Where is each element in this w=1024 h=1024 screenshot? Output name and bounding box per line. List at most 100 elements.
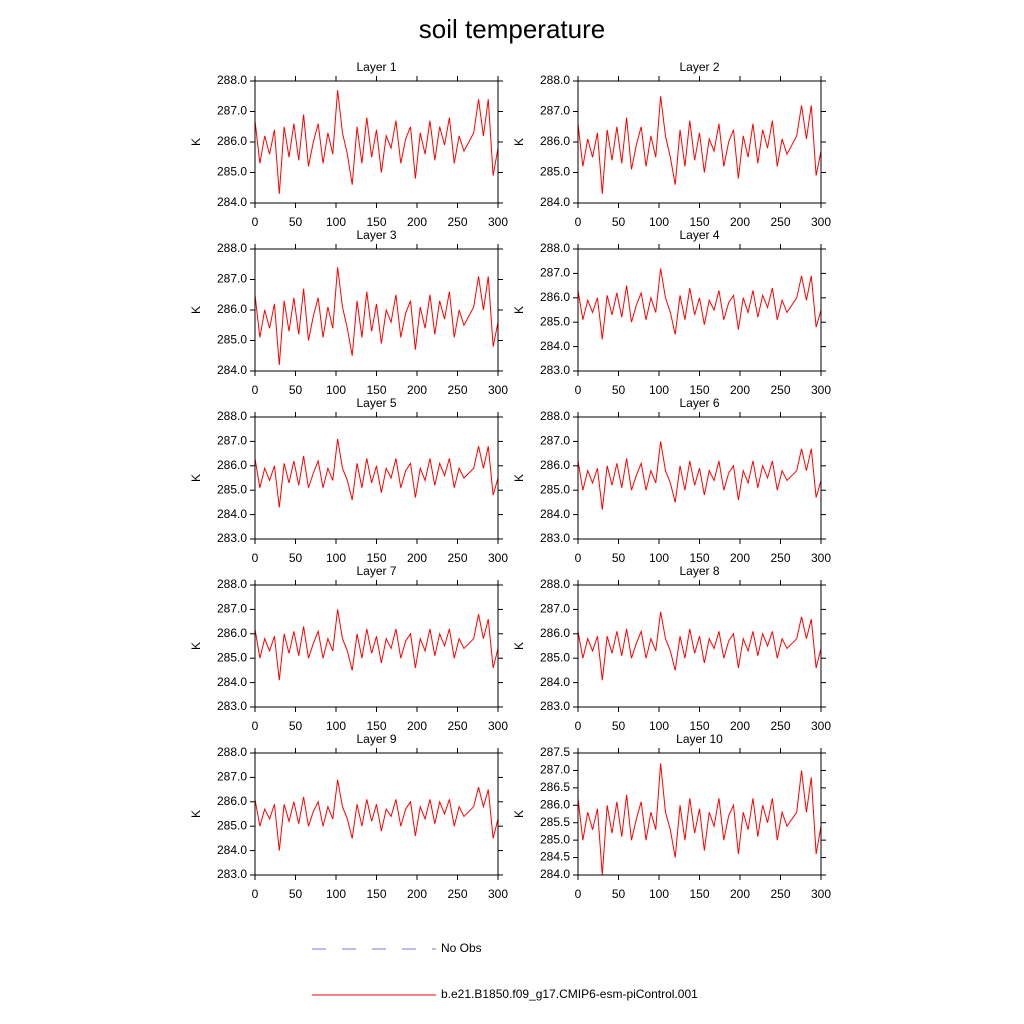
x-tick-label: 150 [366, 887, 386, 901]
plot-area [255, 779, 498, 851]
panel-title: Layer 7 [356, 564, 396, 578]
panel-title: Layer 10 [676, 732, 723, 746]
panel: Layer 7 K 283.0 284.0 285.0 286.0 287.0 288.0 0 5… [189, 564, 508, 733]
y-tick-label: 285.0 [217, 333, 247, 347]
y-tick-label: 286.0 [217, 626, 247, 640]
y-tick-label: 285.0 [540, 165, 570, 179]
legend-label: No Obs [441, 941, 482, 955]
x-tick-label: 300 [488, 551, 508, 565]
y-tick-label: 287.0 [217, 272, 247, 286]
x-tick-label: 100 [326, 215, 346, 229]
x-tick-label: 50 [289, 551, 303, 565]
x-tick-label: 50 [612, 719, 626, 733]
plot-frame [254, 584, 499, 708]
y-tick-label: 288.0 [217, 577, 247, 591]
x-tick-label: 150 [366, 719, 386, 733]
y-tick-label: 284.0 [540, 339, 570, 353]
x-tick-label: 150 [689, 887, 709, 901]
y-axis-label: K [189, 474, 203, 482]
x-tick-label: 50 [289, 383, 303, 397]
x-tick-label: 250 [770, 719, 790, 733]
x-tick-label: 50 [289, 719, 303, 733]
plot-frame [254, 416, 499, 540]
plot-frame [577, 80, 822, 204]
y-tick-label: 285.0 [540, 650, 570, 664]
y-tick-label: 287.0 [540, 602, 570, 616]
x-tick-label: 0 [575, 215, 582, 229]
data-line [578, 268, 821, 340]
x-tick-label: 300 [811, 215, 831, 229]
x-tick-label: 0 [575, 551, 582, 565]
panel: Layer 1 K 284.0 285.0 286.0 287.0 288.0 0 50 100 1… [189, 60, 508, 229]
y-tick-label: 288.0 [540, 409, 570, 423]
x-tick-label: 150 [689, 719, 709, 733]
y-tick-label: 288.0 [540, 577, 570, 591]
x-tick-label: 0 [252, 215, 259, 229]
y-tick-label: 287.0 [217, 434, 247, 448]
panel-title: Layer 4 [679, 228, 719, 242]
panel-title: Layer 6 [679, 396, 719, 410]
x-tick-label: 250 [447, 887, 467, 901]
x-tick-label: 200 [730, 215, 750, 229]
panel-title: Layer 5 [356, 396, 396, 410]
plot-frame [577, 584, 822, 708]
x-tick-label: 250 [770, 887, 790, 901]
x-tick-label: 150 [366, 215, 386, 229]
y-tick-label: 287.0 [540, 763, 570, 777]
x-tick-label: 200 [407, 719, 427, 733]
x-tick-label: 200 [730, 719, 750, 733]
x-tick-label: 0 [252, 383, 259, 397]
x-tick-label: 150 [689, 215, 709, 229]
x-tick-label: 300 [488, 383, 508, 397]
x-tick-label: 0 [252, 887, 259, 901]
plot-frame [254, 248, 499, 372]
x-tick-label: 50 [289, 887, 303, 901]
x-tick-label: 150 [366, 551, 386, 565]
x-tick-label: 250 [770, 383, 790, 397]
panel: Layer 6 K 283.0 284.0 285.0 286.0 287.0 288.0 0 5… [512, 396, 831, 565]
data-line [255, 609, 498, 681]
plot-frame [577, 416, 822, 540]
y-tick-label: 284.0 [217, 843, 247, 857]
x-tick-label: 250 [770, 551, 790, 565]
x-tick-label: 300 [811, 719, 831, 733]
y-tick-label: 285.0 [217, 482, 247, 496]
x-tick-label: 0 [252, 551, 259, 565]
panel-title: Layer 3 [356, 228, 396, 242]
x-tick-label: 200 [730, 383, 750, 397]
y-tick-label: 284.0 [540, 675, 570, 689]
x-tick-label: 300 [488, 215, 508, 229]
y-tick-label: 285.0 [217, 165, 247, 179]
plot-area [255, 267, 498, 365]
data-line [255, 438, 498, 508]
x-tick-label: 50 [289, 215, 303, 229]
plot-area [578, 96, 821, 194]
y-axis-label: K [512, 810, 526, 818]
panel: Layer 9 K 283.0 284.0 285.0 286.0 287.0 288.0 0 5… [189, 732, 508, 901]
x-tick-label: 100 [649, 215, 669, 229]
panel: Layer 4 K 283.0 284.0 285.0 286.0 287.0 288.0 0 5… [512, 228, 831, 397]
panel-title: Layer 9 [356, 732, 396, 746]
plot-area [578, 763, 821, 875]
x-tick-label: 100 [649, 551, 669, 565]
y-axis-label: K [189, 642, 203, 650]
data-line [578, 441, 821, 510]
x-tick-label: 50 [612, 383, 626, 397]
y-tick-label: 287.5 [540, 745, 570, 759]
x-tick-label: 0 [575, 887, 582, 901]
y-tick-label: 286.0 [217, 794, 247, 808]
y-tick-label: 285.0 [540, 832, 570, 846]
y-tick-label: 284.0 [217, 675, 247, 689]
x-tick-label: 200 [730, 551, 750, 565]
x-tick-label: 250 [447, 215, 467, 229]
y-tick-label: 285.0 [540, 482, 570, 496]
x-tick-label: 50 [612, 551, 626, 565]
plot-area [578, 268, 821, 340]
panel-title: Layer 2 [679, 60, 719, 74]
y-tick-label: 284.0 [217, 195, 247, 209]
y-tick-label: 285.0 [217, 818, 247, 832]
y-tick-label: 283.0 [217, 531, 247, 545]
x-tick-label: 200 [407, 215, 427, 229]
y-axis-label: K [189, 138, 203, 146]
x-tick-label: 200 [407, 383, 427, 397]
